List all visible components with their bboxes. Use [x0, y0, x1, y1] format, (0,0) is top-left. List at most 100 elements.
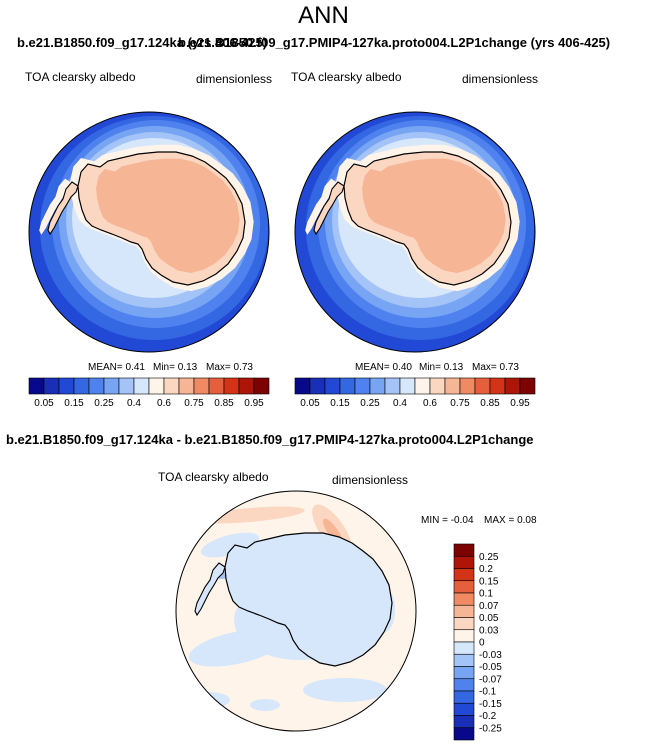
panel-3-colorbar-tick-label: -0.15 — [479, 699, 502, 710]
panel-3-max: MAX = 0.08 — [484, 515, 537, 526]
panel-3-colorbar-swatch — [453, 543, 475, 557]
panel-2-colorbar-swatch — [369, 377, 386, 395]
panel-2-colorbar-swatch — [294, 377, 311, 395]
panel-1-colorbar-swatch — [148, 377, 165, 395]
panel-1-colorbar-swatch — [28, 377, 45, 395]
panel-1-colorbar-swatch — [253, 377, 270, 395]
panel-1-colorbar-tick-label: 0.95 — [244, 398, 264, 409]
panel-3-colorbar-tick-label: -0.03 — [479, 650, 502, 661]
panel-3-colorbar-swatch — [453, 568, 475, 582]
panel-1-colorbar-tick-label: 0.6 — [157, 398, 171, 409]
panel-3-colorbar-swatch — [453, 678, 475, 692]
panel-3-colorbar-swatch — [453, 617, 475, 631]
panel-3-colorbar-tick-label: 0 — [479, 638, 485, 649]
panel-1-colorbar-tick-label: 0.85 — [214, 398, 234, 409]
panel-1-colorbar: 0.05 0.15 0.25 0.4 0.6 0.75 0.85 0.95 — [28, 377, 270, 409]
panel-1-colorbar-tick-label: 0.15 — [64, 398, 84, 409]
panel-2-colorbar-swatch — [309, 377, 326, 395]
panel-2-colorbar-tick-label: 0.15 — [330, 398, 350, 409]
panel-3-variable-label: TOA clearsky albedo — [158, 470, 269, 484]
panel-1-colorbar-swatch — [238, 377, 255, 395]
panel-3-colorbar-swatch — [453, 592, 475, 606]
panel-1-colorbar-swatch — [118, 377, 135, 395]
panel-3-colorbar-swatch — [453, 690, 475, 704]
panel-1-colorbar-swatch — [43, 377, 60, 395]
panel-3-colorbar-tick-label: 0.03 — [479, 625, 499, 636]
panel-2-colorbar-tick-label: 0.05 — [300, 398, 320, 409]
panel-3-colorbar-tick-label: 0.15 — [479, 576, 499, 587]
panel-3-colorbar-swatch — [453, 555, 475, 569]
panel-1-min: Min= 0.13 — [153, 362, 198, 373]
panel-2-colorbar-tick-label: 0.85 — [480, 398, 500, 409]
panel-3-colorbar-tick-label: -0.1 — [479, 687, 497, 698]
panel-2-max: Max= 0.73 — [472, 362, 519, 373]
panel-2-variable-label: TOA clearsky albedo — [291, 70, 402, 84]
panel-1-colorbar-tick-label: 0.4 — [127, 398, 141, 409]
panel-1-colorbar-swatch — [223, 377, 240, 395]
panel-3-colorbar-tick-label: 0.05 — [479, 613, 499, 624]
panel-1-colorbar-swatch — [163, 377, 180, 395]
panel-2-colorbar-swatch — [444, 377, 461, 395]
panel-2-min: Min= 0.13 — [419, 362, 464, 373]
panel-1-colorbar-swatch — [133, 377, 150, 395]
panel-1-colorbar-swatch — [58, 377, 75, 395]
panel-2-colorbar-swatch — [384, 377, 401, 395]
panel-1-colorbar-tick-label: 0.25 — [94, 398, 114, 409]
panel-1-units-label: dimensionless — [196, 72, 273, 86]
panel-3-colorbar-swatch — [453, 604, 475, 618]
panel-2-case-title: b.e21.B1850.f09_g17.PMIP4-127ka.proto004… — [178, 35, 611, 50]
panel-1-colorbar-tick-label: 0.05 — [34, 398, 54, 409]
panel-2-colorbar-swatch — [504, 377, 521, 395]
panel-1-colorbar-swatch — [88, 377, 105, 395]
panel-3-colorbar-tick-label: -0.05 — [479, 662, 502, 673]
panel-1-colorbar-tick-label: 0.75 — [184, 398, 204, 409]
panel-2-colorbar: 0.05 0.15 0.25 0.4 0.6 0.75 0.85 0.95 — [294, 377, 536, 409]
panel-2-colorbar-swatch — [474, 377, 491, 395]
panel-1-colorbar-swatch — [193, 377, 210, 395]
panel-1-variable-label: TOA clearsky albedo — [25, 70, 136, 84]
panel-2-colorbar-tick-label: 0.25 — [360, 398, 380, 409]
panel-2-units-label: dimensionless — [462, 72, 539, 86]
panel-3-colorbar-tick-label: 0.2 — [479, 564, 493, 575]
panel-2-colorbar-tick-label: 0.4 — [393, 398, 407, 409]
panel-2-colorbar-swatch — [354, 377, 371, 395]
panel-2-colorbar-swatch — [399, 377, 416, 395]
panel-3-colorbar-swatch — [453, 727, 475, 741]
panel-3-colorbar-swatch — [453, 629, 475, 643]
panel-1-mean: MEAN= 0.41 — [88, 362, 145, 373]
page-title: ANN — [298, 2, 349, 29]
panel-3-map — [175, 490, 417, 732]
panel-2-colorbar-swatch — [414, 377, 431, 395]
panel-2-colorbar-swatch — [459, 377, 476, 395]
panel-1-map — [28, 111, 270, 353]
panel-2-colorbar-tick-label: 0.95 — [510, 398, 530, 409]
panel-3-case-title: b.e21.B1850.f09_g17.124ka - b.e21.B1850.… — [6, 432, 534, 447]
panel-2-colorbar-swatch — [429, 377, 446, 395]
panel-3-colorbar-swatch — [453, 702, 475, 716]
panel-2-colorbar-swatch — [489, 377, 506, 395]
panel-3-colorbar-swatch — [453, 715, 475, 729]
panel-2-map — [294, 111, 536, 353]
panel-3-colorbar-swatch — [453, 666, 475, 680]
panel-2-colorbar-swatch — [339, 377, 356, 395]
panel-2-colorbar-swatch — [519, 377, 536, 395]
panel-3-colorbar-swatch — [453, 641, 475, 655]
panel-1-colorbar-swatch — [73, 377, 90, 395]
panel-3-colorbar-tick-label: 0.25 — [479, 552, 499, 563]
panel-1-case-title: b.e21.B1850.f09_g17.124ka (yrs 406-425) — [17, 35, 268, 50]
panel-3-colorbar: 0.250.20.150.10.070.050.030-0.03-0.05-0.… — [453, 543, 502, 741]
panel-3-colorbar-swatch — [453, 580, 475, 594]
panel-3-colorbar-tick-label: -0.25 — [479, 723, 502, 734]
panel-1-colorbar-swatch — [208, 377, 225, 395]
panel-2-colorbar-swatch — [324, 377, 341, 395]
panel-3-colorbar-tick-label: -0.07 — [479, 674, 502, 685]
panel-3-min: MIN = -0.04 — [421, 515, 474, 526]
panel-3-colorbar-tick-label: -0.2 — [479, 711, 497, 722]
panel-3-colorbar-swatch — [453, 653, 475, 667]
panel-2-mean: MEAN= 0.40 — [355, 362, 412, 373]
panel-1-colorbar-swatch — [103, 377, 120, 395]
panel-3-colorbar-tick-label: 0.1 — [479, 589, 493, 600]
panel-1-colorbar-swatch — [178, 377, 195, 395]
panel-3-colorbar-tick-label: 0.07 — [479, 601, 499, 612]
